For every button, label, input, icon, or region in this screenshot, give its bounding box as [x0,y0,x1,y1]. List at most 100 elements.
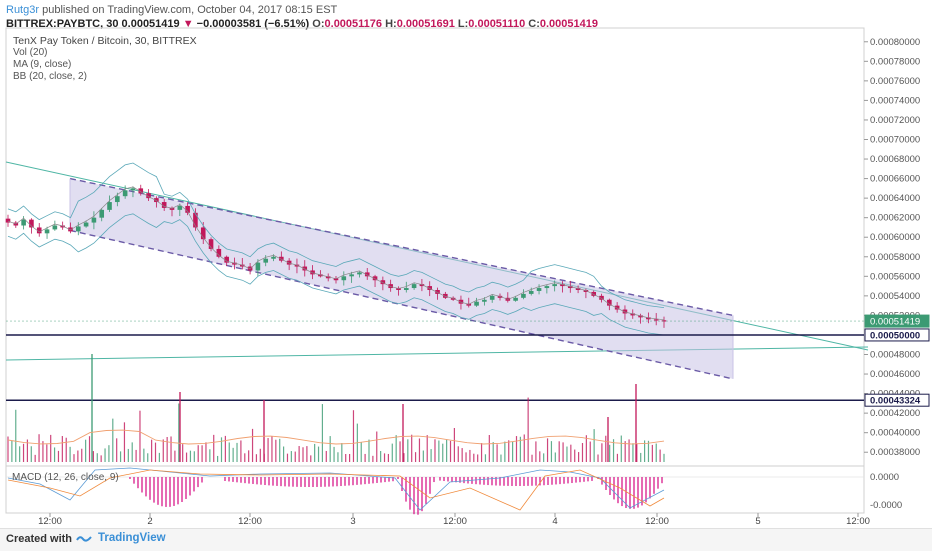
legend-ma[interactable]: MA (9, close) [13,59,72,70]
candle-body [91,217,97,223]
author-link[interactable]: Rutg3r [6,4,40,16]
y-tick-label: 0.00066000 [870,174,920,185]
y-tick-label: 0.00046000 [870,369,920,380]
candle-body [435,290,440,294]
candle-body [208,239,214,249]
macd-axis-label: -0.0000 [870,500,902,511]
candle-body [544,286,550,289]
candle-body [622,309,628,314]
candle-body [224,256,229,263]
x-tick-label: 4 [552,516,557,527]
candle-body [607,299,612,306]
y-tick-label: 0.00062000 [870,213,920,224]
candle-body [419,284,425,287]
bollinger-upper-band [7,162,665,308]
tradingview-brand[interactable]: TradingView [98,532,166,544]
candle-body [333,278,339,281]
support-trendline[interactable] [5,346,869,361]
x-tick-label: 12:00 [645,516,669,527]
channel-lower-line[interactable] [69,229,734,380]
candle-body [536,288,542,291]
created-with-text: Created with [6,533,73,545]
candle-body [411,284,417,289]
legend-vol[interactable]: Vol (20) [13,47,48,58]
price-change: −0.00003581 (−6.51%) [196,18,310,30]
moving-average-line [7,186,665,321]
candle-body [122,190,128,197]
ohlc-open-value: 0.00051176 [324,18,383,30]
chart-title: TenX Pay Token / Bitcoin, 30, BITTREX [13,35,197,47]
y-tick-label: 0.00064000 [870,193,920,204]
candle-body [388,284,393,289]
ohlc-high-value: 0.00051691 [396,18,455,30]
candle-body [52,225,58,230]
candle-body [247,266,253,271]
bollinger-lower-band [7,213,665,336]
candle-body [396,288,401,290]
legend-macd[interactable]: MACD (12, 26, close, 9) [12,472,119,483]
legend-bb[interactable]: BB (20, close, 2) [13,71,87,82]
candle-body [99,209,105,218]
ohlc-high-key: H: [385,18,397,30]
price-badge [864,314,930,328]
x-tick-label: 12:00 [38,516,62,527]
last-price: 0.00051419 [121,18,180,30]
symbol-label: BITTREX:PAYBTC, 30 [6,18,119,30]
ohlc-low-value: 0.00051110 [468,18,526,30]
channel-upper-line[interactable] [69,177,734,317]
y-tick-label: 0.00042000 [870,408,920,419]
candle-body [216,248,222,257]
candle-body [653,319,659,321]
candle-body [318,274,323,277]
candle-body [646,317,651,320]
candle-body [294,264,300,267]
y-tick-label: 0.00038000 [870,447,920,458]
candle-body [83,222,89,227]
candle-body [36,227,42,234]
ohlc-close-value: 0.00051419 [539,18,598,30]
indicator-legend: TenX Pay Token / Bitcoin, 30, BITTREX Vo… [13,35,197,83]
candle-body [552,284,557,287]
candle-body [458,299,464,304]
candle-body [29,219,34,228]
candle-body [372,276,378,281]
candle-body [599,295,604,300]
candle-body [68,227,73,232]
price-badge-label: 0.00051419 [870,317,920,328]
price-chart[interactable]: 0.00080000 0.00078000 0.00076000 0.00074000… [0,0,932,528]
x-tick-label: 12:00 [238,516,262,527]
x-tick-label: 12:00 [846,516,870,527]
y-tick-label: 0.00078000 [870,56,920,67]
candle-body [232,262,237,265]
candle-body [521,293,526,298]
y-tick-label: 0.00076000 [870,76,920,87]
candle-body [169,207,175,210]
candle-body [560,284,565,287]
y-tick-label: 0.00080000 [870,37,920,48]
price-badge-label: 0.00050000 [870,330,920,341]
candle-body [146,193,151,199]
candle-body [239,264,245,267]
plot-frame [5,27,865,514]
x-tick-label: 3 [350,516,355,527]
candle-body [450,297,456,300]
ohlc-low-key: L: [457,18,469,30]
candle-body [185,205,190,213]
macd-axis-label: 0.0000 [870,472,899,483]
volume-ma-line [7,429,665,445]
price-badge [864,328,930,342]
parallel-channel-fill[interactable] [70,178,733,379]
candle-body [177,205,183,210]
candle-body [107,202,112,210]
y-tick-label: 0.00056000 [870,271,920,282]
published-line: Rutg3r published on TradingView.com, Oct… [6,4,337,16]
candle-body [630,313,636,316]
x-tick-label: 2 [147,516,152,527]
candle-body [130,188,136,191]
candle-body [614,305,620,310]
candle-body [583,290,589,292]
candle-body [380,280,386,285]
x-tick-label: 12:00 [443,516,467,527]
candle-body [567,286,573,289]
candle-body [364,272,370,277]
